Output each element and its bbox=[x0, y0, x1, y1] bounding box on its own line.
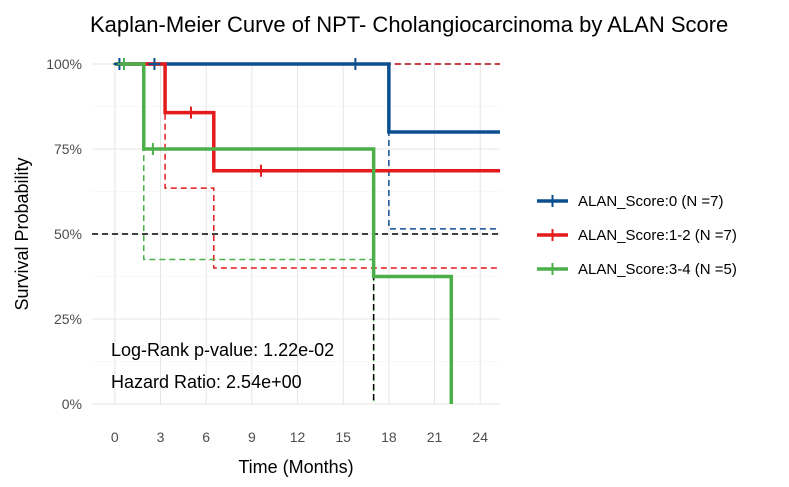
y-tick-label: 75% bbox=[54, 141, 82, 157]
x-axis-title: Time (Months) bbox=[238, 457, 353, 477]
hazard-ratio-annotation: Hazard Ratio: 2.54e+00 bbox=[111, 372, 302, 392]
median-reference-lines bbox=[92, 233, 500, 404]
x-tick-label: 3 bbox=[157, 429, 165, 445]
survival-curve bbox=[114, 62, 454, 404]
grid-lines bbox=[92, 62, 500, 405]
survival-curve bbox=[114, 62, 500, 173]
legend-label: ALAN_Score:3-4 (N =5) bbox=[578, 261, 737, 278]
survival-curve bbox=[114, 62, 500, 134]
legend-label: ALAN_Score:0 (N =7) bbox=[578, 193, 723, 210]
x-tick-label: 9 bbox=[248, 429, 256, 445]
censor-marks bbox=[113, 58, 362, 177]
y-tick-label: 0% bbox=[62, 396, 82, 412]
x-tick-label: 6 bbox=[202, 429, 210, 445]
ci-lower-line bbox=[114, 63, 500, 230]
log-rank-annotation: Log-Rank p-value: 1.22e-02 bbox=[111, 340, 334, 360]
y-tick-label: 25% bbox=[54, 311, 82, 327]
chart-title: Kaplan-Meier Curve of NPT- Cholangiocarc… bbox=[90, 12, 728, 37]
y-tick-label: 50% bbox=[54, 226, 82, 242]
legend: ALAN_Score:0 (N =7) ALAN_Score:1-2 (N =7)… bbox=[537, 193, 737, 278]
legend-label: ALAN_Score:1-2 (N =7) bbox=[578, 227, 737, 244]
x-tick-label: 12 bbox=[290, 429, 306, 445]
x-tick-label: 21 bbox=[427, 429, 443, 445]
ci-lower-line bbox=[114, 63, 500, 269]
x-tick-label: 24 bbox=[472, 429, 488, 445]
x-tick-label: 15 bbox=[335, 429, 351, 445]
x-tick-label: 0 bbox=[111, 429, 119, 445]
y-axis-ticks: 0% 25% 50% 75% 100% bbox=[46, 56, 82, 412]
x-tick-label: 18 bbox=[381, 429, 397, 445]
y-axis-title: Survival Probability bbox=[12, 157, 32, 310]
y-tick-label: 100% bbox=[46, 56, 82, 72]
x-axis-ticks: 0 3 6 9 12 15 18 21 24 bbox=[111, 429, 488, 445]
